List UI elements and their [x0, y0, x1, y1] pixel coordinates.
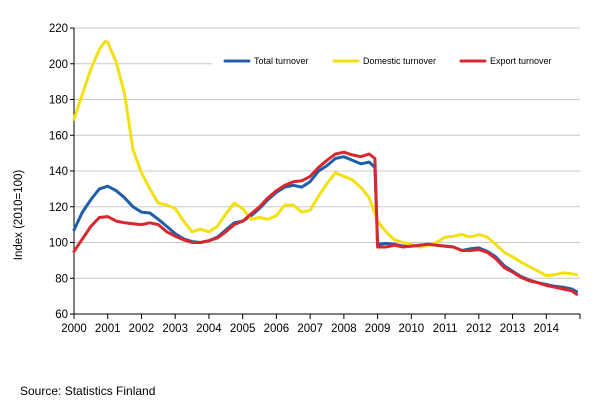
series-line-export-turnover — [72, 150, 579, 296]
y-tick-label: 80 — [55, 273, 68, 285]
gridlines — [74, 27, 580, 279]
y-tick-label: 200 — [49, 59, 68, 71]
source-note: Source: Statistics Finland — [20, 384, 156, 398]
legend-label: Export turnover — [490, 56, 552, 66]
axes — [70, 27, 581, 319]
legend: Total turnover Domestic turnover Export tu… — [212, 48, 582, 74]
y-axis-label: Index (2010=100) — [13, 170, 25, 261]
y-tick-label: 140 — [49, 166, 68, 178]
legend-label: Domestic turnover — [363, 56, 436, 66]
x-tick-label: 2005 — [230, 323, 256, 335]
y-tick-label: 220 — [49, 23, 68, 35]
x-tick-label: 2013 — [500, 323, 526, 335]
x-tick-label: 2007 — [297, 323, 323, 335]
legend-label: Total turnover — [254, 56, 309, 66]
x-tick-label: 2000 — [61, 323, 87, 335]
y-tick-label: 180 — [49, 95, 68, 107]
x-tick-label: 2012 — [466, 323, 492, 335]
x-tick-label: 2004 — [196, 323, 222, 335]
legend-box — [212, 48, 582, 74]
x-tick-label: 2001 — [95, 323, 121, 335]
x-tick-label: 2011 — [433, 323, 458, 335]
x-tick-label: 2003 — [162, 323, 188, 335]
y-tick-label: 100 — [49, 238, 68, 250]
y-tick-label: 160 — [49, 130, 68, 142]
x-tick-label: 2002 — [129, 323, 155, 335]
x-tick-label: 2009 — [365, 323, 391, 335]
x-tick-label: 2006 — [264, 323, 290, 335]
y-axis-tick-labels: 60 80 100 120 140 160 180 200 220 — [49, 23, 68, 321]
series-line-domestic-turnover — [72, 39, 579, 278]
x-tick-label: 2008 — [331, 323, 357, 335]
x-tick-label: 2010 — [399, 323, 425, 335]
y-tick-label: 120 — [49, 202, 68, 214]
x-axis-tick-labels: 2000 2001 2002 2003 2004 2005 2006 2007 2008 2009… — [61, 323, 559, 335]
x-tick-label: 2014 — [533, 323, 559, 335]
y-tick-label: 60 — [55, 309, 68, 321]
series-lines — [72, 39, 579, 296]
